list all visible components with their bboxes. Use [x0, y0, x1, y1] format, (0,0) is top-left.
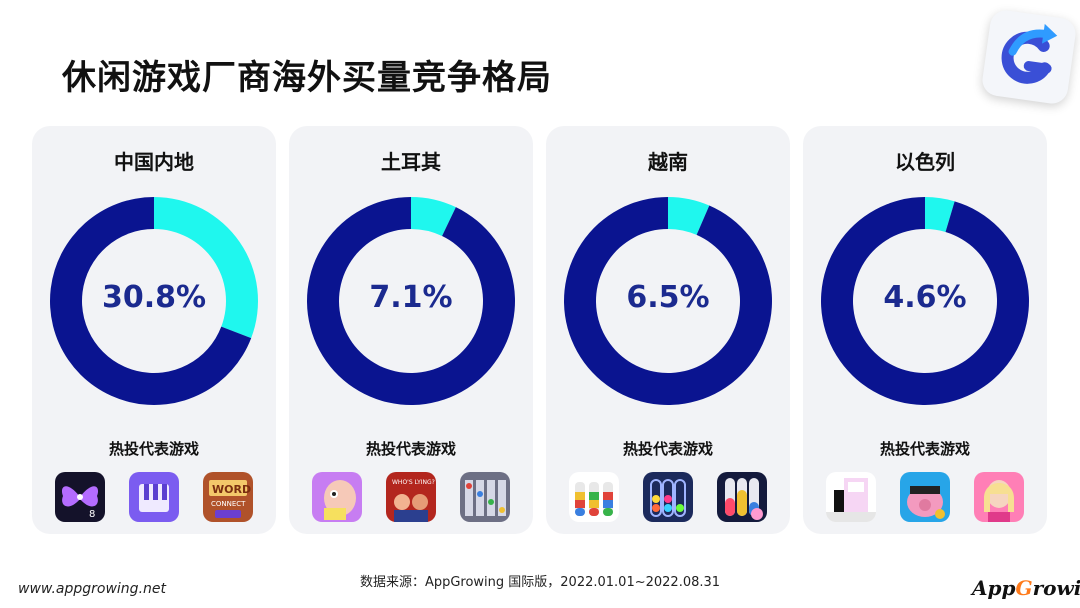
donut-value-label: 30.8% — [101, 280, 207, 315]
svg-text:WORD: WORD — [212, 483, 251, 496]
donut-slice-remainder — [307, 197, 515, 405]
panel-title: 以色列 — [895, 150, 955, 174]
brand-prefix: App — [972, 576, 1016, 600]
ball-sort-grid-game-icon — [460, 472, 510, 522]
svg-text:WHO'S LYING?: WHO'S LYING? — [392, 479, 435, 486]
piggy-coin-game-icon — [900, 472, 950, 522]
cartoon-face-game-icon — [312, 472, 362, 522]
donut-slice-highlight — [411, 197, 456, 237]
donut-slice-remainder — [564, 197, 772, 405]
donut-slice-highlight — [154, 197, 258, 339]
piano-tiles-game-icon — [129, 472, 179, 522]
data-source-note: 数据来源：AppGrowing 国际版，2022.01.01~2022.08.3… — [359, 575, 721, 590]
fashion-doll-game-icon — [974, 472, 1024, 522]
panel-title: 中国内地 — [114, 150, 194, 174]
liquid-sort-game-icon — [717, 472, 767, 522]
ball-sort-tubes-game-icon — [643, 472, 693, 522]
donut-value-label: 7.1% — [369, 280, 453, 315]
panel-israel: 以色列 4.6% 热投代表游戏 — [803, 126, 1047, 534]
panel-turkey: 土耳其 7.1% 热投代表游戏 WHO'S LYING? — [289, 126, 533, 534]
donut-slice-remainder — [50, 197, 252, 405]
website-url: www.appgrowing.net — [18, 581, 166, 597]
donut-slice-remainder — [821, 197, 1029, 405]
brand-suffix: rowing — [1032, 576, 1080, 600]
tiles-puzzle-game-icon — [826, 472, 876, 522]
donut-chart — [564, 197, 772, 405]
donut-chart — [307, 197, 515, 405]
donut-chart — [50, 197, 258, 405]
water-sort-tubes-game-icon — [569, 472, 619, 522]
games-label: 热投代表游戏 — [365, 440, 456, 458]
word-connect-game-icon: WORD CONNECT — [203, 472, 253, 522]
games-label: 热投代表游戏 — [622, 440, 713, 458]
donut-slice-highlight — [668, 197, 710, 235]
brand-g: G — [1015, 576, 1033, 600]
donut-value-label: 4.6% — [883, 280, 967, 315]
panel-vietnam: 越南 6.5% 热投代表游戏 — [546, 126, 790, 534]
svg-text:8: 8 — [89, 509, 95, 520]
panel-title: 土耳其 — [381, 150, 441, 174]
page-title: 休闲游戏厂商海外买量竞争格局 — [62, 58, 552, 98]
panel-china: 中国内地 30.8% 热投代表游戏 8 WORD CONNECT — [32, 126, 276, 534]
donut-slice-highlight — [925, 197, 955, 232]
butterfly-number-game-icon: 8 — [55, 472, 105, 522]
donut-chart — [821, 197, 1029, 405]
games-label: 热投代表游戏 — [879, 440, 970, 458]
brand-wordmark: AppGrowing — [972, 576, 1080, 600]
panel-title: 越南 — [648, 150, 688, 174]
svg-text:CONNECT: CONNECT — [211, 500, 246, 508]
donut-value-label: 6.5% — [626, 280, 710, 315]
games-label: 热投代表游戏 — [108, 440, 199, 458]
appgrowing-logo-icon — [980, 8, 1078, 106]
whos-lying-game-icon: WHO'S LYING? — [386, 472, 436, 522]
